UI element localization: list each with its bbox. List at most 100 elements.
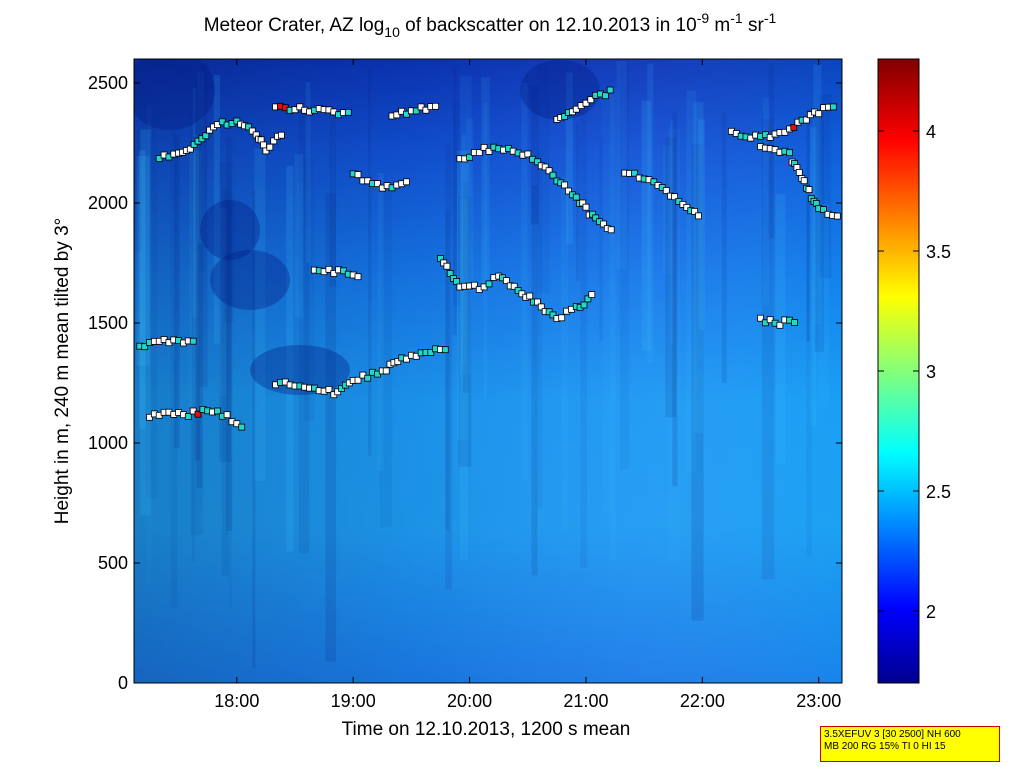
- heatmap-streak: [134, 130, 142, 252]
- heatmap-streak: [194, 79, 201, 461]
- cloud-marker: [518, 290, 526, 298]
- cloud-marker: [485, 147, 493, 155]
- cloud-marker: [394, 358, 402, 366]
- heatmap-streak: [806, 196, 813, 557]
- cloud-marker: [141, 343, 149, 351]
- x-tick-label: 20:00: [447, 691, 492, 711]
- heatmap-field: [134, 59, 842, 683]
- cloud-marker: [781, 128, 789, 136]
- cloud-marker: [607, 226, 615, 234]
- heatmap-streak: [459, 197, 468, 560]
- cloud-marker: [412, 107, 420, 115]
- heatmap-streak: [297, 182, 304, 352]
- cloud-marker: [534, 158, 541, 166]
- cloud-marker: [403, 355, 410, 363]
- cloud-marker: [510, 282, 518, 290]
- cloud-marker: [296, 103, 304, 111]
- heatmap-streak: [189, 150, 202, 419]
- cloud-marker: [815, 110, 823, 118]
- heatmap-streak: [817, 204, 829, 407]
- y-tick-label: 0: [118, 673, 128, 693]
- x-tick-label: 23:00: [796, 691, 841, 711]
- heatmap-streak: [192, 88, 197, 318]
- cloud-marker: [277, 131, 285, 139]
- heatmap-streak: [458, 197, 472, 467]
- cloud-marker: [202, 132, 210, 140]
- heatmap-streak: [771, 122, 776, 323]
- cloud-marker: [466, 153, 474, 161]
- heatmap-streak: [286, 165, 294, 552]
- cloud-marker: [238, 423, 246, 431]
- heatmap-streak: [530, 86, 539, 225]
- colorbar: [878, 59, 919, 683]
- cloud-marker: [382, 367, 390, 375]
- heatmap-streak: [641, 100, 651, 351]
- heatmap-streak: [531, 185, 538, 576]
- cloud-marker: [592, 214, 600, 222]
- heatmap-streak: [665, 137, 677, 418]
- heatmap-streak: [686, 90, 697, 473]
- heatmap-streak: [303, 157, 315, 421]
- heatmap-streak: [761, 118, 775, 580]
- heatmap-streak: [194, 134, 199, 345]
- heatmap-streak: [810, 127, 817, 426]
- y-tick-label: 2000: [88, 193, 128, 213]
- info-line-2: MB 200 RG 15% TI 0 HI 15: [824, 741, 946, 752]
- heatmap-streak: [452, 66, 457, 335]
- cloud-marker: [262, 147, 270, 155]
- cloud-marker: [766, 316, 774, 324]
- cloud-marker: [266, 143, 274, 151]
- cloud-marker: [502, 277, 510, 285]
- cloud-marker: [561, 113, 568, 120]
- heatmap-streak: [252, 190, 256, 669]
- cloud-marker: [795, 168, 803, 176]
- info-box: 3.5XEFUV 3 [30 2500] NH 600 MB 200 RG 15…: [820, 726, 1000, 762]
- heatmap-streak: [213, 74, 221, 344]
- cloud-marker: [184, 413, 192, 421]
- cloud-marker: [572, 105, 580, 113]
- cloud-marker: [485, 280, 493, 288]
- heatmap-streak: [609, 85, 616, 561]
- cloud-marker: [662, 187, 670, 194]
- cloud-marker: [786, 149, 793, 157]
- cloud-marker: [325, 385, 333, 393]
- cloud-marker: [790, 124, 798, 131]
- cloud-marker: [534, 298, 541, 306]
- heatmap-streak: [461, 134, 467, 366]
- heatmap-streak: [672, 112, 678, 487]
- cloud-marker: [650, 178, 658, 186]
- cloud-marker: [545, 167, 553, 175]
- heatmap-streak: [819, 94, 832, 278]
- cloud-marker: [829, 103, 837, 111]
- y-tick-label: 1000: [88, 433, 128, 453]
- cloud-marker: [776, 321, 784, 329]
- heatmap-streak: [806, 108, 810, 342]
- heatmap-streak: [481, 77, 490, 285]
- colorbar-tick-label: 4: [926, 122, 936, 142]
- heatmap-dark-region: [520, 60, 600, 120]
- cloud-marker: [186, 145, 194, 153]
- x-axis: 18:00 19:00 20:00 21:00 22:00 23:00: [214, 59, 841, 711]
- heatmap-streak: [813, 64, 822, 325]
- cloud-marker: [260, 141, 267, 149]
- cloud-marker: [453, 277, 461, 285]
- heatmap-streak: [459, 75, 472, 375]
- cloud-marker: [572, 193, 580, 201]
- heatmap-streak: [698, 119, 705, 330]
- heatmap-streak: [198, 118, 207, 271]
- cloud-marker: [695, 212, 702, 220]
- heatmap-streak: [196, 126, 203, 488]
- cloud-marker: [422, 106, 430, 114]
- heatmap-dark-region: [210, 250, 290, 310]
- heatmap-streak: [445, 210, 450, 531]
- cloud-marker: [480, 143, 488, 151]
- cloud-marker: [805, 186, 813, 194]
- cloud-marker: [344, 108, 352, 116]
- info-line-1: 3.5XEFUV 3 [30 2500] NH 600: [824, 729, 961, 740]
- heatmap-streak: [521, 82, 528, 482]
- cloud-marker: [631, 169, 638, 177]
- heatmap-streak: [219, 208, 227, 397]
- cloud-marker: [558, 314, 566, 322]
- cloud-marker: [189, 337, 197, 345]
- cloud-marker: [427, 348, 435, 356]
